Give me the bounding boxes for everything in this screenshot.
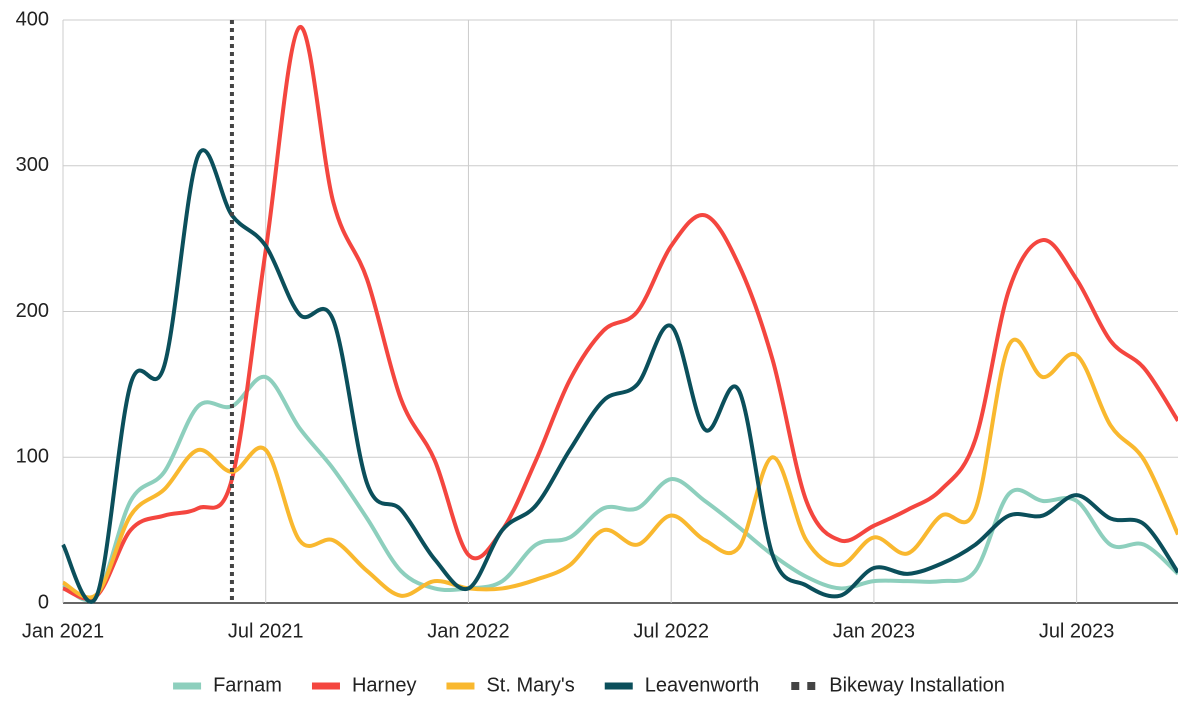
x-tick-label: Jul 2022 [633, 620, 709, 642]
legend-swatch [446, 682, 475, 690]
legend-swatch [807, 682, 816, 690]
legend-label: Bikeway Installation [829, 674, 1005, 696]
x-tick-label: Jan 2022 [427, 620, 509, 642]
legend-swatch [311, 682, 340, 690]
x-tick-label: Jan 2023 [833, 620, 915, 642]
x-tick-label: Jul 2021 [228, 620, 304, 642]
y-tick-label: 0 [38, 591, 49, 613]
legend-label: Harney [352, 674, 416, 696]
series-line [62, 337, 1178, 600]
y-tick-label: 300 [16, 154, 49, 176]
legend-swatch [791, 682, 800, 690]
legend-label: Leavenworth [645, 674, 760, 696]
legend-label: Farnam [213, 674, 282, 696]
series-line [62, 375, 1178, 603]
legend-swatch [173, 682, 202, 690]
legend-label: St. Mary's [486, 674, 574, 696]
x-tick-label: Jan 2021 [22, 620, 104, 642]
series-line [62, 25, 1178, 601]
y-tick-label: 100 [16, 446, 49, 468]
y-tick-label: 200 [16, 300, 49, 322]
y-tick-label: 400 [16, 8, 49, 30]
series-line [61, 148, 1178, 604]
x-tick-label: Jul 2023 [1039, 620, 1115, 642]
legend-swatch [604, 682, 633, 690]
